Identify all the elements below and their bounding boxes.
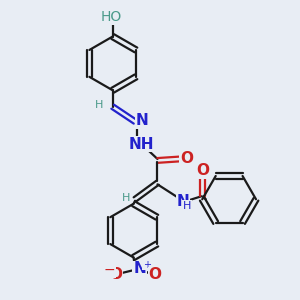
Text: O: O [109, 267, 122, 282]
Text: H: H [122, 193, 130, 203]
Text: O: O [196, 163, 209, 178]
Text: H: H [95, 100, 103, 110]
Text: N: N [135, 113, 148, 128]
Text: −: − [103, 263, 115, 277]
Text: +: + [143, 260, 151, 270]
Text: NH: NH [129, 136, 154, 152]
Text: O: O [180, 152, 193, 166]
Text: H: H [183, 201, 191, 211]
Text: HO: HO [100, 10, 122, 24]
Text: N: N [133, 261, 146, 276]
Text: N: N [176, 194, 189, 209]
Text: O: O [148, 267, 161, 282]
